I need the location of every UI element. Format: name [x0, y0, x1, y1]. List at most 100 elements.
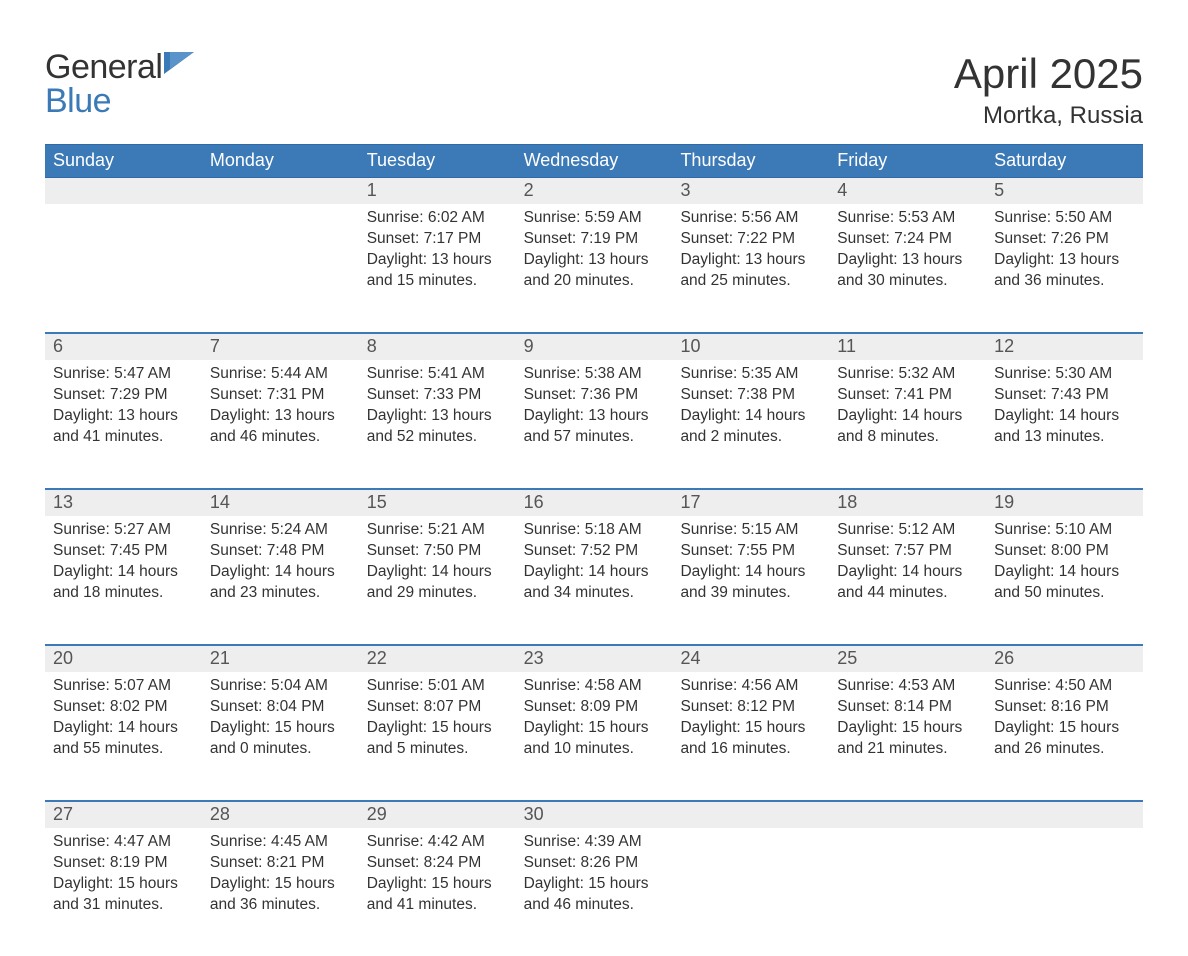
calendar-week: 13Sunrise: 5:27 AMSunset: 7:45 PMDayligh… [45, 488, 1143, 644]
calendar-day: 24Sunrise: 4:56 AMSunset: 8:12 PMDayligh… [672, 646, 829, 800]
day-details: Sunrise: 4:53 AMSunset: 8:14 PMDaylight:… [829, 672, 986, 764]
calendar-day: 2 Sunrise: 5:59 AMSunset: 7:19 PMDaylight… [516, 178, 673, 332]
daylight-text: Daylight: 14 hours and 29 minutes. [367, 562, 508, 604]
logo: General Blue [45, 50, 194, 118]
dow-thursday: Thursday [672, 145, 829, 177]
daylight-text: Daylight: 14 hours and 2 minutes. [680, 406, 821, 448]
calendar-day: 13Sunrise: 5:27 AMSunset: 7:45 PMDayligh… [45, 490, 202, 644]
logo-flag-icon [164, 52, 194, 78]
day-number: 10 [672, 334, 829, 360]
day-details: Sunrise: 4:58 AMSunset: 8:09 PMDaylight:… [516, 672, 673, 764]
page-header: General Blue April 2025 Mortka, Russia [45, 50, 1143, 130]
day-details: Sunrise: 5:07 AMSunset: 8:02 PMDaylight:… [45, 672, 202, 764]
sunrise-text: Sunrise: 5:30 AM [994, 364, 1135, 385]
calendar-day [986, 802, 1143, 956]
sunset-text: Sunset: 8:19 PM [53, 853, 194, 874]
calendar-day: 22Sunrise: 5:01 AMSunset: 8:07 PMDayligh… [359, 646, 516, 800]
daylight-text: Daylight: 15 hours and 46 minutes. [524, 874, 665, 916]
calendar-day: 23Sunrise: 4:58 AMSunset: 8:09 PMDayligh… [516, 646, 673, 800]
sunrise-text: Sunrise: 5:59 AM [524, 208, 665, 229]
day-number: 28 [202, 802, 359, 828]
dow-tuesday: Tuesday [359, 145, 516, 177]
sunrise-text: Sunrise: 5:41 AM [367, 364, 508, 385]
day-number: 1 [359, 178, 516, 204]
daylight-text: Daylight: 14 hours and 50 minutes. [994, 562, 1135, 604]
daylight-text: Daylight: 13 hours and 46 minutes. [210, 406, 351, 448]
calendar-week: 1Sunrise: 6:02 AMSunset: 7:17 PMDaylight… [45, 178, 1143, 332]
calendar-day: 26Sunrise: 4:50 AMSunset: 8:16 PMDayligh… [986, 646, 1143, 800]
title-block: April 2025 Mortka, Russia [954, 50, 1143, 130]
sunset-text: Sunset: 7:26 PM [994, 229, 1135, 250]
sunset-text: Sunset: 8:00 PM [994, 541, 1135, 562]
sunrise-text: Sunrise: 5:56 AM [680, 208, 821, 229]
calendar-day: 25Sunrise: 4:53 AMSunset: 8:14 PMDayligh… [829, 646, 986, 800]
day-number: 22 [359, 646, 516, 672]
daylight-text: Daylight: 14 hours and 55 minutes. [53, 718, 194, 760]
sunset-text: Sunset: 7:41 PM [837, 385, 978, 406]
dow-monday: Monday [202, 145, 359, 177]
sunrise-text: Sunrise: 5:38 AM [524, 364, 665, 385]
calendar-week: 27Sunrise: 4:47 AMSunset: 8:19 PMDayligh… [45, 800, 1143, 956]
day-details: Sunrise: 5:24 AMSunset: 7:48 PMDaylight:… [202, 516, 359, 608]
day-number: 17 [672, 490, 829, 516]
calendar-day: 19Sunrise: 5:10 AMSunset: 8:00 PMDayligh… [986, 490, 1143, 644]
day-details: Sunrise: 4:47 AMSunset: 8:19 PMDaylight:… [45, 828, 202, 920]
calendar-day: 1Sunrise: 6:02 AMSunset: 7:17 PMDaylight… [359, 178, 516, 332]
day-details: Sunrise: 5:44 AMSunset: 7:31 PMDaylight:… [202, 360, 359, 452]
day-number: 24 [672, 646, 829, 672]
sunset-text: Sunset: 7:17 PM [367, 229, 508, 250]
sunset-text: Sunset: 7:29 PM [53, 385, 194, 406]
day-number: 29 [359, 802, 516, 828]
day-details: Sunrise: 5:30 AMSunset: 7:43 PMDaylight:… [986, 360, 1143, 452]
sunrise-text: Sunrise: 5:24 AM [210, 520, 351, 541]
sunrise-text: Sunrise: 5:07 AM [53, 676, 194, 697]
day-number: 9 [516, 334, 673, 360]
weeks-container: 1Sunrise: 6:02 AMSunset: 7:17 PMDaylight… [45, 178, 1143, 956]
sunrise-text: Sunrise: 5:18 AM [524, 520, 665, 541]
sunrise-text: Sunrise: 5:53 AM [837, 208, 978, 229]
day-number: 13 [45, 490, 202, 516]
daylight-text: Daylight: 15 hours and 16 minutes. [680, 718, 821, 760]
daylight-text: Daylight: 14 hours and 39 minutes. [680, 562, 821, 604]
calendar-day [202, 178, 359, 332]
sunrise-text: Sunrise: 5:35 AM [680, 364, 821, 385]
day-details: Sunrise: 5:01 AMSunset: 8:07 PMDaylight:… [359, 672, 516, 764]
sunrise-text: Sunrise: 5:27 AM [53, 520, 194, 541]
daylight-text: Daylight: 15 hours and 26 minutes. [994, 718, 1135, 760]
sunrise-text: Sunrise: 5:12 AM [837, 520, 978, 541]
day-number: 30 [516, 802, 673, 828]
day-details: Sunrise: 5:18 AMSunset: 7:52 PMDaylight:… [516, 516, 673, 608]
day-number [202, 178, 359, 204]
calendar-day: 29Sunrise: 4:42 AMSunset: 8:24 PMDayligh… [359, 802, 516, 956]
sunset-text: Sunset: 7:19 PM [524, 229, 665, 250]
sunset-text: Sunset: 7:55 PM [680, 541, 821, 562]
day-number: 11 [829, 334, 986, 360]
sunset-text: Sunset: 7:48 PM [210, 541, 351, 562]
sunset-text: Sunset: 7:52 PM [524, 541, 665, 562]
day-details: Sunrise: 5:35 AMSunset: 7:38 PMDaylight:… [672, 360, 829, 452]
daylight-text: Daylight: 14 hours and 8 minutes. [837, 406, 978, 448]
calendar-day: 8Sunrise: 5:41 AMSunset: 7:33 PMDaylight… [359, 334, 516, 488]
sunset-text: Sunset: 7:33 PM [367, 385, 508, 406]
daylight-text: Daylight: 13 hours and 20 minutes. [524, 250, 665, 292]
day-details: Sunrise: 5:04 AMSunset: 8:04 PMDaylight:… [202, 672, 359, 764]
day-number: 14 [202, 490, 359, 516]
day-number: 2 [516, 178, 673, 204]
sunset-text: Sunset: 7:50 PM [367, 541, 508, 562]
sunset-text: Sunset: 7:36 PM [524, 385, 665, 406]
day-number: 19 [986, 490, 1143, 516]
daylight-text: Daylight: 13 hours and 15 minutes. [367, 250, 508, 292]
daylight-text: Daylight: 14 hours and 34 minutes. [524, 562, 665, 604]
day-number [829, 802, 986, 828]
day-details: Sunrise: 5:47 AMSunset: 7:29 PMDaylight:… [45, 360, 202, 452]
day-number: 15 [359, 490, 516, 516]
logo-word-general: General [45, 48, 162, 86]
dow-saturday: Saturday [986, 145, 1143, 177]
day-details: Sunrise: 4:56 AMSunset: 8:12 PMDaylight:… [672, 672, 829, 764]
day-of-week-header: Sunday Monday Tuesday Wednesday Thursday… [45, 144, 1143, 178]
daylight-text: Daylight: 15 hours and 0 minutes. [210, 718, 351, 760]
calendar-day: 30Sunrise: 4:39 AMSunset: 8:26 PMDayligh… [516, 802, 673, 956]
calendar-week: 20Sunrise: 5:07 AMSunset: 8:02 PMDayligh… [45, 644, 1143, 800]
daylight-text: Daylight: 13 hours and 25 minutes. [680, 250, 821, 292]
sunrise-text: Sunrise: 4:56 AM [680, 676, 821, 697]
